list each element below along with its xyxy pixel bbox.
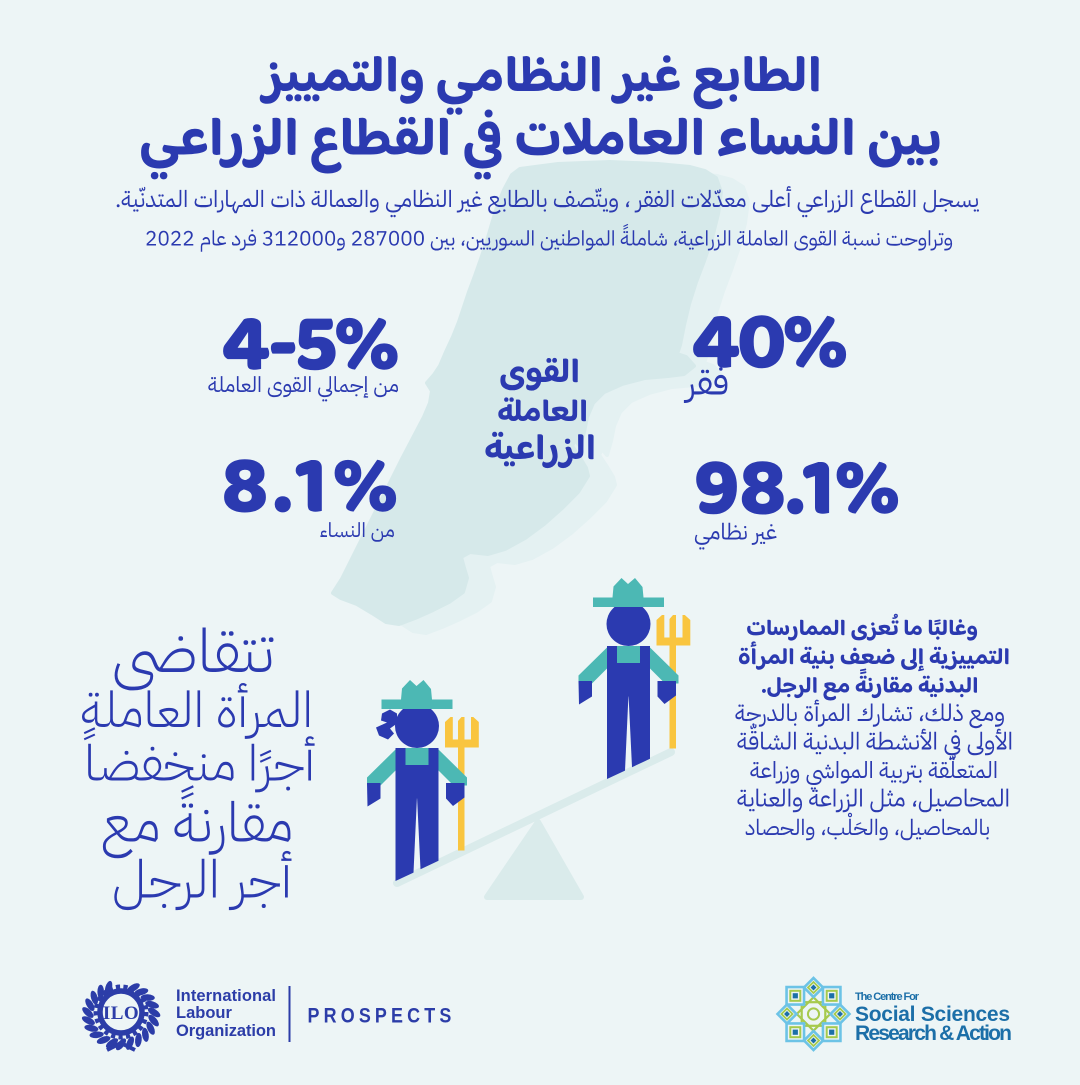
svg-text:International: International [176,987,276,1005]
svg-text:Organization: Organization [176,1022,276,1040]
svg-text:Research & Action: Research & Action [855,1022,1012,1045]
svg-text:The Centre For: The Centre For [855,991,920,1003]
svg-text:Social Sciences: Social Sciences [855,1003,1010,1026]
svg-text:Labour: Labour [176,1004,232,1022]
svg-text:PROSPECTS: PROSPECTS [308,1004,456,1028]
svg-text:ILO: ILO [103,1003,139,1024]
